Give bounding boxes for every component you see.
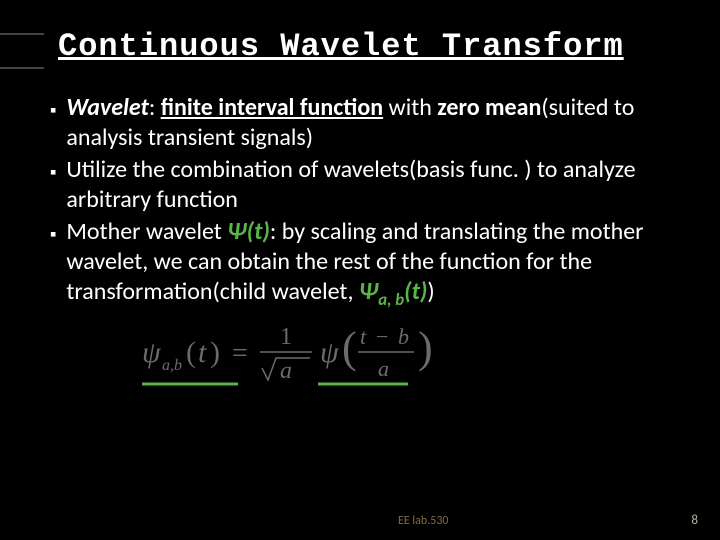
bullet-0-run-2: finite interval function: [161, 93, 383, 122]
bullet-2-run-5: (t): [404, 277, 427, 306]
title-left-block: [0, 33, 44, 69]
eq-t1: t: [198, 336, 207, 369]
eq-psi-right: ψ: [320, 336, 340, 369]
eq-a-denom: a: [280, 358, 292, 384]
eq-lparen-big: (: [342, 323, 357, 372]
eq-t2: t: [360, 324, 367, 349]
slide-content: ▪ Wavelet: finite interval function with…: [0, 79, 720, 388]
eq-a2: a: [378, 356, 389, 381]
equation-area: ψ a,b ( t ) = 1 a ψ ( t − b a ): [50, 318, 672, 388]
title-bar: Continuous Wavelet Transform: [0, 0, 720, 69]
eq-one: 1: [280, 324, 292, 350]
bullet-0-run-4: zero mean: [437, 93, 541, 122]
bullet-marker: ▪: [50, 99, 56, 122]
bullet-item-2: ▪ Mother wavelet Ψ(t): by scaling and tr…: [50, 217, 672, 310]
bullet-marker: ▪: [50, 161, 56, 184]
bullet-2-run-6: ): [427, 277, 434, 306]
eq-minus: −: [376, 324, 388, 349]
bullet-text-1: Utilize the combination of wavelets(basi…: [66, 155, 672, 215]
bullet-0-run-0: Wavelet: [66, 93, 148, 122]
bullet-0-run-1: :: [149, 93, 161, 122]
bullet-marker: ▪: [50, 223, 56, 246]
eq-psi-left: ψ: [142, 336, 162, 369]
bullet-0-run-3: with: [383, 93, 437, 122]
footer-lab-text: EE lab.530: [398, 514, 449, 528]
bullet-2-run-0: Mother wavelet: [66, 217, 227, 246]
footer-page-number: 8: [691, 513, 698, 528]
eq-sub-ab: a,b: [162, 357, 182, 374]
bullet-2-run-3: Ψ: [359, 277, 378, 306]
bullet-2-run-4: a, b: [378, 289, 404, 310]
eq-rparen-big: ): [418, 323, 433, 372]
bullet-2-run-1: Ψ(t): [227, 217, 270, 246]
bullet-item-1: ▪ Utilize the combination of wavelets(ba…: [50, 155, 672, 215]
eq-b: b: [398, 324, 409, 349]
eq-rparen1: ): [210, 336, 220, 369]
slide-title: Continuous Wavelet Transform: [58, 28, 624, 69]
bullet-item-0: ▪ Wavelet: finite interval function with…: [50, 93, 672, 153]
eq-equals: =: [232, 338, 248, 369]
eq-lparen1: (: [186, 336, 196, 369]
bullet-text-2: Mother wavelet Ψ(t): by scaling and tran…: [66, 217, 672, 310]
bullet-text-0: Wavelet: finite interval function with z…: [66, 93, 672, 153]
equation-svg: ψ a,b ( t ) = 1 a ψ ( t − b a ): [142, 318, 502, 388]
